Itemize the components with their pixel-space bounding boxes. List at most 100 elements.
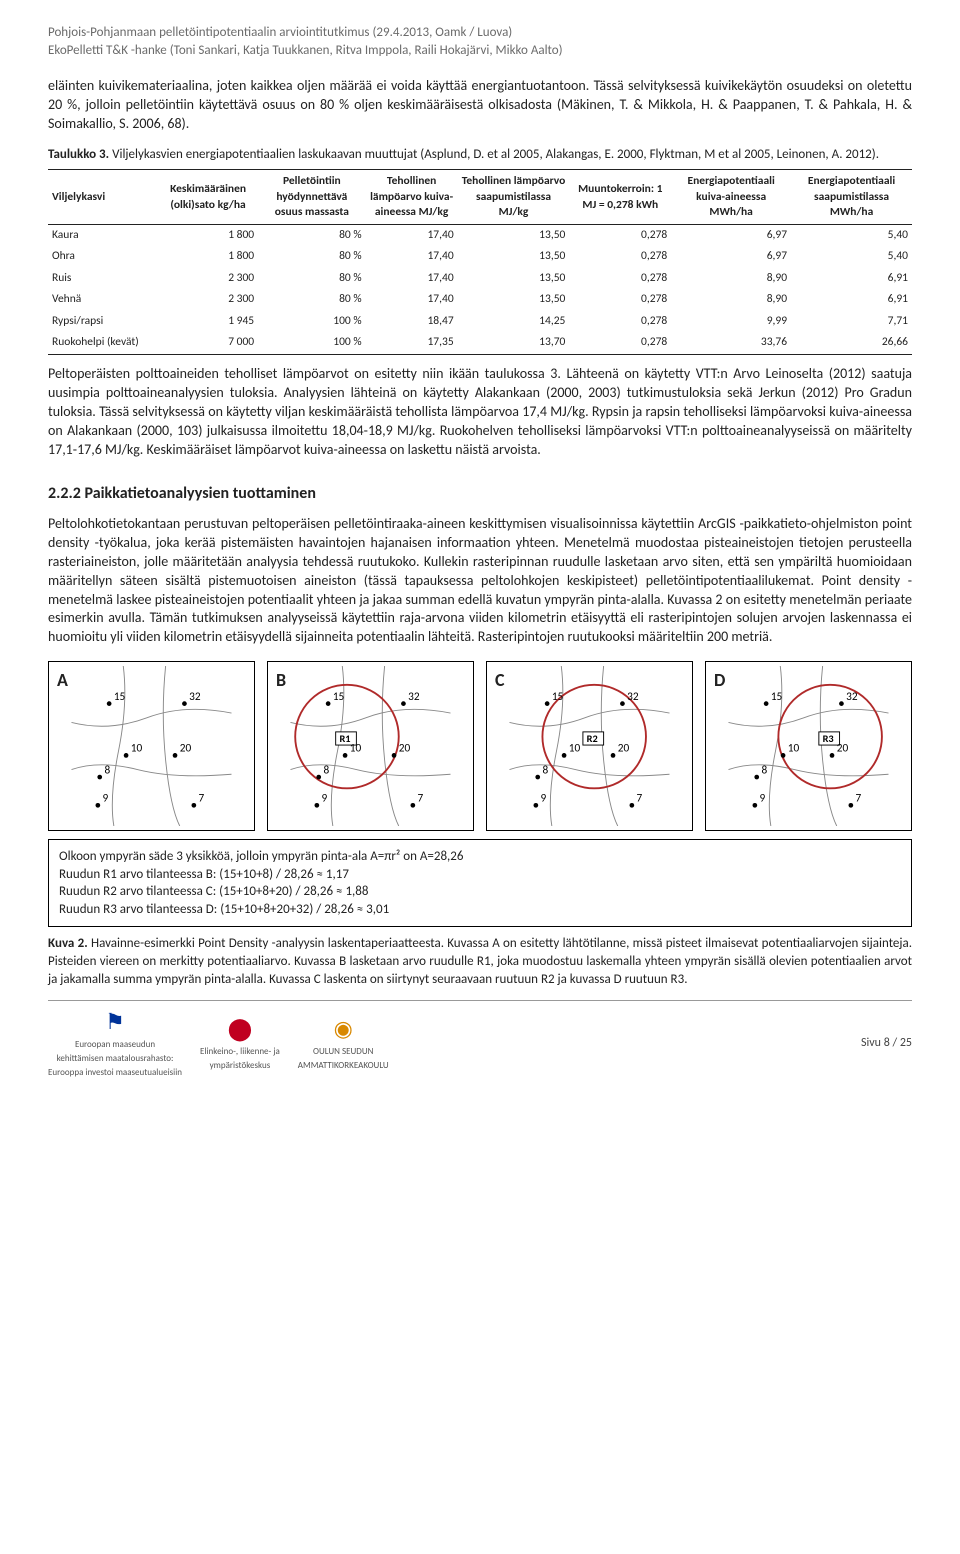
header-line-2: EkoPelletti T&K -hanke (Toni Sankari, Ka… bbox=[48, 42, 912, 60]
svg-text:R2: R2 bbox=[587, 732, 598, 745]
table-col-header: Tehollinen lämpöarvo saapumistilassa MJ/… bbox=[458, 170, 570, 225]
section-2-2-2-heading: 2.2.2 Paikkatietoanalyysien tuottaminen bbox=[48, 483, 912, 505]
svg-text:10: 10 bbox=[131, 742, 143, 756]
table-3-caption: Taulukko 3. Taulukko 3. Viljelykasvien e… bbox=[48, 146, 912, 164]
svg-text:15: 15 bbox=[114, 690, 126, 704]
footer-logo: ⬤Elinkeino-, liikenne- jaympäristökeskus bbox=[200, 1014, 280, 1072]
svg-text:20: 20 bbox=[399, 742, 411, 756]
svg-text:7: 7 bbox=[199, 792, 205, 806]
panel-label: C bbox=[495, 668, 505, 692]
table-row: Rypsi/rapsi1 945100 %18,4714,250,2789,99… bbox=[48, 311, 912, 333]
table-cell: 2 300 bbox=[158, 289, 258, 311]
table-cell: 0,278 bbox=[569, 332, 671, 354]
table-cell: 13,50 bbox=[458, 224, 570, 246]
calc-line-4: Ruudun R3 arvo tilanteessa D: (15+10+8+2… bbox=[59, 901, 901, 919]
table-cell: 17,40 bbox=[366, 224, 458, 246]
table-cell: 80 % bbox=[258, 268, 365, 290]
table-row: Ohra1 80080 %17,4013,500,2786,975,40 bbox=[48, 246, 912, 268]
paragraph-3: Peltolohkotietokantaan perustuvan peltop… bbox=[48, 515, 912, 647]
table-cell: 7,71 bbox=[791, 311, 912, 333]
table-cell: 13,50 bbox=[458, 246, 570, 268]
svg-text:R1: R1 bbox=[339, 732, 350, 745]
svg-text:32: 32 bbox=[846, 690, 858, 704]
svg-text:32: 32 bbox=[408, 690, 420, 704]
svg-text:9: 9 bbox=[103, 792, 109, 806]
table-cell: 17,40 bbox=[366, 246, 458, 268]
panel-label: B bbox=[276, 668, 286, 692]
diagram-panel: DR315321020897 bbox=[705, 661, 912, 831]
table-col-header: Viljelykasvi bbox=[48, 170, 158, 225]
svg-text:20: 20 bbox=[618, 742, 630, 756]
panel-label: D bbox=[714, 668, 725, 692]
svg-text:10: 10 bbox=[350, 742, 362, 756]
svg-text:7: 7 bbox=[418, 792, 424, 806]
svg-text:10: 10 bbox=[569, 742, 581, 756]
svg-text:15: 15 bbox=[552, 690, 564, 704]
svg-text:15: 15 bbox=[333, 690, 345, 704]
table-cell: Ruokohelpi (kevät) bbox=[48, 332, 158, 354]
table-3: ViljelykasviKeskimääräinen (olki)sato kg… bbox=[48, 169, 912, 355]
table-col-header: Keskimääräinen (olki)sato kg/ha bbox=[158, 170, 258, 225]
svg-text:10: 10 bbox=[788, 742, 800, 756]
table-3-label: Taulukko 3. bbox=[48, 147, 109, 162]
table-cell: 26,66 bbox=[791, 332, 912, 354]
paragraph-1: eläinten kuivikemateriaalina, joten kaik… bbox=[48, 77, 912, 134]
table-cell: 7 000 bbox=[158, 332, 258, 354]
table-cell: Ruis bbox=[48, 268, 158, 290]
figure-2-caption: Kuva 2. Havainne-esimerkki Point Density… bbox=[48, 935, 912, 988]
table-cell: 0,278 bbox=[569, 224, 671, 246]
table-cell: 80 % bbox=[258, 224, 365, 246]
footer-logo: ◉OULUN SEUDUNAMMATTIKORKEAKOULU bbox=[298, 1014, 389, 1072]
table-cell: 5,40 bbox=[791, 246, 912, 268]
table-cell: 1 945 bbox=[158, 311, 258, 333]
svg-text:8: 8 bbox=[542, 764, 548, 778]
table-cell: 13,50 bbox=[458, 289, 570, 311]
diagram-panel: BR115321020897 bbox=[267, 661, 474, 831]
logo-icon: ⚑ bbox=[105, 1007, 125, 1037]
svg-text:8: 8 bbox=[761, 764, 767, 778]
table-cell: 80 % bbox=[258, 289, 365, 311]
svg-text:32: 32 bbox=[189, 690, 201, 704]
table-cell: Ohra bbox=[48, 246, 158, 268]
svg-text:32: 32 bbox=[627, 690, 639, 704]
table-cell: 8,90 bbox=[671, 268, 791, 290]
table-cell: 17,40 bbox=[366, 268, 458, 290]
svg-text:15: 15 bbox=[771, 690, 783, 704]
table-row: Vehnä2 30080 %17,4013,500,2788,906,91 bbox=[48, 289, 912, 311]
header-line-1: Pohjois-Pohjanmaan pelletöintipotentiaal… bbox=[48, 24, 912, 42]
table-col-header: Pelletöintiin hyödynnettävä osuus massas… bbox=[258, 170, 365, 225]
svg-text:R3: R3 bbox=[823, 732, 834, 745]
table-cell: Kaura bbox=[48, 224, 158, 246]
table-cell: 6,97 bbox=[671, 224, 791, 246]
figure-2-panels: A15321020897BR115321020897CR215321020897… bbox=[48, 661, 912, 831]
table-row: Kaura1 80080 %17,4013,500,2786,975,40 bbox=[48, 224, 912, 246]
diagram-panel: A15321020897 bbox=[48, 661, 255, 831]
table-cell: 8,90 bbox=[671, 289, 791, 311]
calc-line-2: Ruudun R1 arvo tilanteessa B: (15+10+8) … bbox=[59, 866, 901, 884]
table-cell: 6,97 bbox=[671, 246, 791, 268]
svg-text:7: 7 bbox=[637, 792, 643, 806]
table-cell: 80 % bbox=[258, 246, 365, 268]
calc-line-1: Olkoon ympyrän säde 3 yksikköä, jolloin … bbox=[59, 848, 901, 866]
table-cell: 6,91 bbox=[791, 268, 912, 290]
table-col-header: Energiapotentiaali saapumistilassa MWh/h… bbox=[791, 170, 912, 225]
table-col-header: Energiapotentiaali kuiva-aineessa MWh/ha bbox=[671, 170, 791, 225]
table-col-header: Tehollinen lämpöarvo kuiva-aineessa MJ/k… bbox=[366, 170, 458, 225]
panel-label: A bbox=[57, 668, 68, 692]
page-header: Pohjois-Pohjanmaan pelletöintipotentiaal… bbox=[48, 24, 912, 59]
table-cell: 13,50 bbox=[458, 268, 570, 290]
table-cell: 18,47 bbox=[366, 311, 458, 333]
table-cell: 14,25 bbox=[458, 311, 570, 333]
table-cell: Rypsi/rapsi bbox=[48, 311, 158, 333]
table-cell: 33,76 bbox=[671, 332, 791, 354]
table-col-header: Muuntokerroin: 1 MJ = 0,278 kWh bbox=[569, 170, 671, 225]
footer-logos: ⚑Euroopan maaseudunkehittämisen maatalou… bbox=[48, 1007, 389, 1079]
page-number: Sivu 8 / 25 bbox=[861, 1035, 912, 1051]
svg-text:9: 9 bbox=[760, 792, 766, 806]
table-cell: 17,35 bbox=[366, 332, 458, 354]
table-cell: 5,40 bbox=[791, 224, 912, 246]
logo-icon: ⬤ bbox=[228, 1014, 253, 1044]
table-cell: 0,278 bbox=[569, 311, 671, 333]
table-cell: 100 % bbox=[258, 311, 365, 333]
svg-text:8: 8 bbox=[104, 764, 110, 778]
